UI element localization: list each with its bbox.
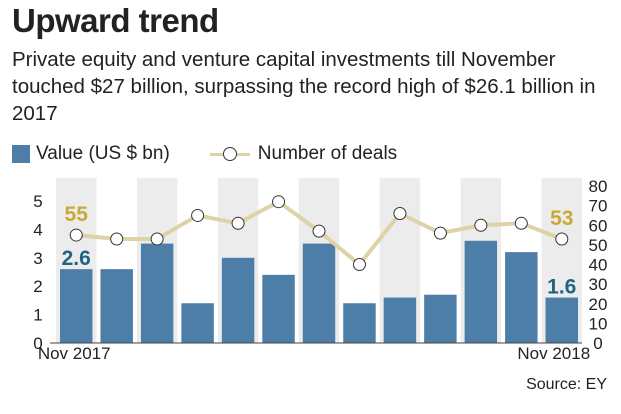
left-tick-label: 4 <box>33 220 42 239</box>
right-tick-label: 30 <box>589 275 608 294</box>
legend: Value (US $ bn) Number of deals <box>12 143 397 165</box>
left-tick-label: 0 <box>33 334 42 353</box>
bar <box>343 303 376 343</box>
left-tick-label: 1 <box>33 306 42 325</box>
left-tick-label: 2 <box>33 277 42 296</box>
chart-subtitle: Private equity and venture capital inves… <box>12 48 596 125</box>
deals-point <box>393 206 407 220</box>
left-tick-label: 5 <box>33 192 42 211</box>
x-tick-label: Nov 2017 <box>38 344 111 363</box>
deals-point <box>352 258 366 271</box>
x-tick-label: Nov 2018 <box>517 344 590 363</box>
bar <box>221 257 255 343</box>
data-label: 1.6 <box>547 276 576 299</box>
legend-line-symbol <box>209 145 250 163</box>
data-label: 53 <box>550 207 573 230</box>
deals-point <box>474 218 488 232</box>
deals-point <box>433 226 447 240</box>
deals-point <box>191 208 205 222</box>
right-tick-label: 60 <box>589 216 608 235</box>
bar <box>383 297 417 343</box>
bar <box>181 303 214 343</box>
deals-point <box>110 232 124 246</box>
right-tick-label: 10 <box>589 314 608 333</box>
bar <box>140 243 174 343</box>
right-tick-label: 0 <box>593 334 602 353</box>
data-label: 2.6 <box>62 247 91 270</box>
bar <box>424 294 457 343</box>
deals-point <box>231 216 245 230</box>
bar <box>100 269 133 343</box>
right-tick-label: 80 <box>589 177 608 196</box>
deals-point <box>514 216 528 230</box>
deals-point <box>555 232 569 246</box>
bar <box>545 297 578 343</box>
legend-bar-swatch <box>12 145 30 163</box>
chart-title: Upward trend <box>12 2 219 39</box>
right-tick-label: 50 <box>589 236 608 255</box>
deals-point <box>69 228 83 242</box>
right-tick-label: 40 <box>589 256 608 275</box>
right-tick-label: 20 <box>589 295 608 314</box>
deals-point <box>312 224 326 238</box>
left-tick-label: 3 <box>33 249 42 268</box>
deals-point <box>272 195 286 209</box>
bar <box>302 243 336 343</box>
bar <box>464 240 498 343</box>
legend-label-value: Value (US $ bn) <box>36 143 170 164</box>
bar <box>505 252 538 343</box>
right-tick-label: 70 <box>589 197 608 216</box>
bar <box>60 269 93 343</box>
bar <box>262 274 295 343</box>
data-label: 55 <box>65 203 89 226</box>
legend-label-deals: Number of deals <box>257 143 398 164</box>
deals-point <box>150 232 164 246</box>
source-note: Source: EY <box>526 376 607 393</box>
